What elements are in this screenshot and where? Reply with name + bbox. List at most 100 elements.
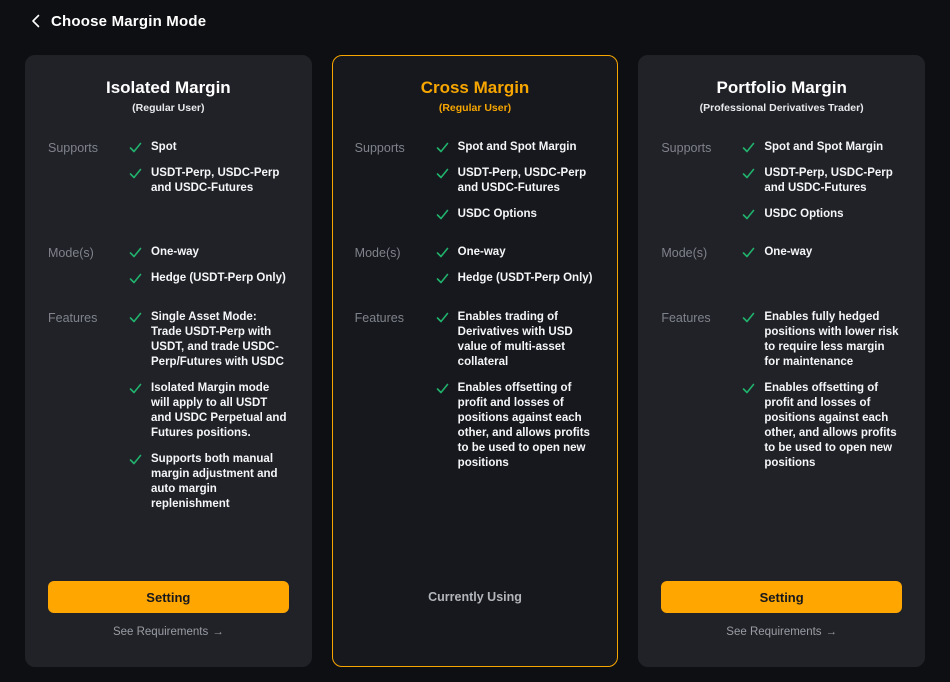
check-icon [436, 272, 449, 285]
section-label: Mode(s) [48, 246, 94, 260]
chevron-left-icon [30, 14, 42, 31]
section-label: Features [354, 311, 405, 325]
margin-mode-cards: Isolated Margin (Regular User) Supports … [0, 55, 950, 667]
section-modes: Mode(s) One-way Hedge (USDT-Perp Only) [48, 245, 289, 310]
card-sections: Supports Spot and Spot Margin USDT-Perp,… [661, 140, 902, 482]
list-item: Enables offsetting of profit and losses … [742, 381, 902, 471]
back-button[interactable] [27, 13, 45, 31]
setting-button[interactable]: Setting [661, 581, 903, 613]
check-icon [436, 208, 449, 221]
section-modes: Mode(s) One-way Hedge (USDT-Perp Only) [355, 245, 596, 310]
check-icon [129, 167, 142, 180]
item-text: Hedge (USDT-Perp Only) [457, 272, 593, 284]
section-features: Features Enables trading of Derivatives … [355, 310, 596, 482]
check-icon [129, 311, 142, 324]
currently-using-status: Currently Using [428, 590, 522, 604]
check-icon [129, 382, 142, 395]
check-icon [129, 141, 142, 154]
item-text: Enables offsetting of profit and losses … [457, 382, 590, 469]
section-label: Mode(s) [661, 246, 708, 260]
check-icon [742, 141, 755, 154]
item-text: One-way [151, 246, 199, 258]
item-text: Supports both manual margin adjustment a… [151, 453, 278, 510]
section-features: Features Single Asset Mode: Trade USDT-P… [48, 310, 289, 523]
item-text: Enables fully hedged positions with lowe… [764, 311, 899, 368]
card-subtitle: (Professional Derivatives Trader) [699, 102, 864, 114]
card-cross-margin: Cross Margin (Regular User) Supports Spo… [331, 55, 619, 667]
item-text: USDT-Perp, USDC-Perp and USDC-Futures [764, 167, 893, 194]
check-icon [742, 311, 755, 324]
list-item: USDC Options [742, 207, 902, 222]
section-supports: Supports Spot and Spot Margin USDT-Perp,… [355, 140, 596, 245]
item-text: Hedge (USDT-Perp Only) [151, 272, 286, 284]
check-icon [436, 141, 449, 154]
card-sections: Supports Spot USDT-Perp, USDC-Perp and U… [48, 140, 289, 523]
item-text: Single Asset Mode: Trade USDT-Perp with … [151, 311, 284, 368]
card-footer: Setting See Requirements → [48, 581, 289, 666]
arrow-right-icon: → [825, 626, 838, 638]
section-label: Supports [48, 141, 99, 155]
check-icon [129, 246, 142, 259]
check-icon [742, 167, 755, 180]
item-text: USDT-Perp, USDC-Perp and USDC-Futures [457, 167, 587, 194]
item-text: One-way [457, 246, 506, 258]
item-text: Enables offsetting of profit and losses … [764, 382, 897, 469]
card-footer: Currently Using [355, 581, 596, 666]
item-text: Spot and Spot Margin [764, 141, 884, 153]
card-title: Cross Margin [420, 78, 530, 97]
card-subtitle: (Regular User) [132, 102, 205, 114]
list-item: One-way [436, 245, 596, 260]
list-item: Spot and Spot Margin [742, 140, 902, 155]
see-requirements-link[interactable]: See Requirements → [661, 626, 902, 638]
card-subtitle: (Regular User) [438, 102, 512, 114]
section-modes: Mode(s) One-way [661, 245, 902, 310]
list-item: USDT-Perp, USDC-Perp and USDC-Futures [742, 166, 902, 196]
card-sections: Supports Spot and Spot Margin USDT-Perp,… [355, 140, 596, 482]
section-label: Supports [661, 141, 712, 155]
item-text: One-way [764, 246, 813, 258]
list-item: Spot and Spot Margin [436, 140, 596, 155]
check-icon [742, 382, 755, 395]
list-item: One-way [129, 245, 289, 260]
item-text: Spot and Spot Margin [457, 141, 577, 153]
arrow-right-icon: → [212, 626, 224, 638]
page-header: Choose Margin Mode [0, 0, 950, 55]
list-item: USDT-Perp, USDC-Perp and USDC-Futures [129, 166, 289, 196]
setting-button[interactable]: Setting [48, 581, 289, 613]
check-icon [436, 246, 449, 259]
section-supports: Supports Spot and Spot Margin USDT-Perp,… [661, 140, 902, 245]
page-title: Choose Margin Mode [51, 13, 207, 30]
check-icon [436, 382, 449, 395]
link-label: See Requirements [112, 626, 209, 638]
card-title: Isolated Margin [105, 78, 231, 97]
list-item: One-way [742, 245, 902, 260]
card-isolated-margin: Isolated Margin (Regular User) Supports … [25, 55, 312, 667]
check-icon [436, 167, 449, 180]
check-icon [742, 246, 755, 259]
item-text: Isolated Margin mode will apply to all U… [151, 382, 287, 439]
item-text: Spot [151, 141, 177, 153]
card-footer: Setting See Requirements → [661, 581, 903, 666]
link-label: See Requirements [726, 626, 822, 638]
item-text: USDC Options [764, 208, 844, 220]
check-icon [436, 311, 449, 324]
list-item: Enables fully hedged positions with lowe… [742, 310, 902, 370]
list-item: Supports both manual margin adjustment a… [129, 452, 289, 512]
list-item: USDT-Perp, USDC-Perp and USDC-Futures [436, 166, 596, 196]
list-item: Hedge (USDT-Perp Only) [436, 271, 596, 286]
section-label: Supports [354, 141, 405, 155]
list-item: Single Asset Mode: Trade USDT-Perp with … [129, 310, 289, 370]
list-item: Hedge (USDT-Perp Only) [129, 271, 289, 286]
item-text: USDT-Perp, USDC-Perp and USDC-Futures [151, 167, 280, 194]
card-portfolio-margin: Portfolio Margin (Professional Derivativ… [638, 55, 926, 667]
check-icon [742, 208, 755, 221]
item-text: USDC Options [457, 208, 537, 220]
check-icon [129, 272, 142, 285]
see-requirements-link[interactable]: See Requirements → [48, 626, 289, 638]
list-item: Enables trading of Derivatives with USD … [436, 310, 596, 370]
list-item: USDC Options [436, 207, 596, 222]
section-label: Mode(s) [354, 246, 401, 260]
list-item: Spot [129, 140, 289, 155]
card-title: Portfolio Margin [716, 78, 847, 97]
